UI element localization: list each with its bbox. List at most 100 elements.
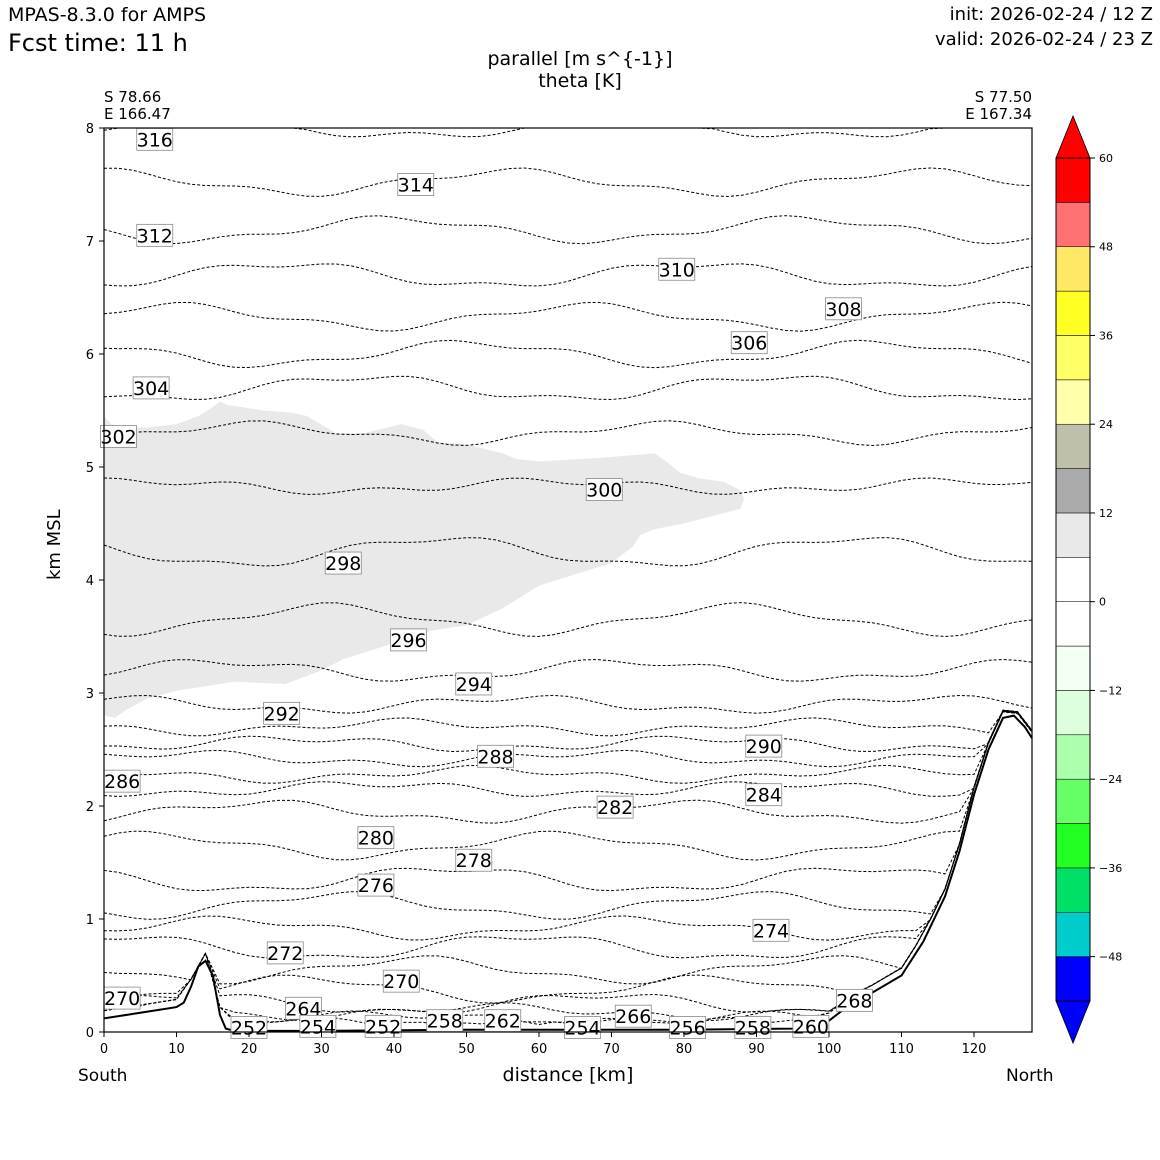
colorbar-tick-label: 48 (1099, 241, 1113, 254)
theta-label: 300 (586, 480, 622, 502)
theta-isentrope (103, 339, 1033, 369)
y-tick-label: 3 (86, 687, 94, 702)
colorbar-segment (1055, 512, 1091, 558)
theta-label: 278 (456, 850, 492, 872)
colorbar-segment (1055, 778, 1091, 824)
y-tick-label: 2 (86, 800, 94, 815)
forecast-time: Fcst time: 11 h (8, 29, 188, 57)
south-label: South (78, 1066, 128, 1086)
theta-label-box (658, 257, 696, 281)
theta-label-box (397, 173, 435, 196)
theta-label-box (745, 734, 783, 758)
x-axis-label: distance [km] (502, 1064, 634, 1086)
x-tick-label: 110 (889, 1042, 914, 1057)
colorbar-over-arrow (1055, 114, 1091, 159)
colorbar-segment (1055, 956, 1091, 1002)
theta-isentrope (103, 710, 1033, 797)
colorbar-segment (1055, 912, 1091, 957)
theta-label: 310 (659, 259, 695, 281)
colorbar-segment (1055, 734, 1091, 780)
x-tick-label: 90 (748, 1042, 765, 1057)
terrain-profile (103, 714, 1033, 1032)
right-endpoint-lon: E 167.34 (965, 105, 1032, 123)
theta-label-box (136, 223, 174, 247)
colorbar-tick-label: −48 (1099, 951, 1122, 964)
theta-label-box (263, 701, 301, 725)
y-tick-label: 6 (86, 348, 94, 363)
y-tick-label: 8 (86, 122, 94, 137)
theta-label: 262 (485, 1011, 521, 1033)
theta-label-box (835, 988, 873, 1012)
theta-label-box (324, 551, 362, 575)
wind-shading-layer (104, 401, 745, 718)
theta-label-box (752, 918, 790, 942)
colorbar-segment (1055, 423, 1091, 469)
theta-label: 308 (825, 299, 861, 321)
x-tick-label: 80 (676, 1042, 693, 1057)
colorbar-under-arrow (1055, 1000, 1091, 1045)
right-endpoint-lat: S 77.50 (974, 88, 1032, 106)
theta-label: 258 (735, 1017, 771, 1039)
theta-isentrope (103, 711, 1033, 768)
y-tick-label: 1 (86, 913, 94, 928)
theta-isentrope (103, 710, 1033, 824)
left-endpoint-lat: S 78.66 (104, 88, 162, 106)
theta-label: 304 (133, 378, 169, 400)
colorbar-tick-label: −24 (1099, 773, 1122, 786)
theta-isentrope (103, 263, 1033, 287)
colorbar-segment (1055, 557, 1091, 602)
theta-isentrope (103, 694, 1033, 714)
theta-label-box (614, 1004, 652, 1028)
theta-label: 260 (793, 1016, 829, 1038)
x-tick-label: 120 (962, 1042, 987, 1057)
x-tick-label: 10 (168, 1042, 185, 1057)
colorbar-tick-label: 12 (1099, 507, 1113, 520)
valid-time: valid: 2026-02-24 / 23 Z (935, 29, 1153, 50)
x-tick-label: 40 (386, 1042, 403, 1057)
theta-label: 284 (746, 785, 782, 807)
theta-label: 256 (669, 1017, 705, 1039)
theta-isentrope (103, 710, 1033, 784)
x-tick-label: 60 (531, 1042, 548, 1057)
theta-label: 288 (477, 746, 513, 768)
x-tick-label: 30 (313, 1042, 330, 1057)
colorbar-tick-label: 0 (1099, 596, 1106, 609)
theta-label: 306 (731, 333, 767, 355)
theta-isentrope (104, 711, 1033, 753)
colorbar-frame (1055, 157, 1091, 1002)
theta-label-box (745, 783, 783, 807)
theta-isentrope (103, 375, 1033, 401)
theta-isentrope (103, 710, 1033, 941)
axes-layer: 0 10 20 30 40 50 60 70 80 90 100 110 120 0 1 2 3 4 5 6 7 8 (86, 122, 1033, 1057)
theta-isentrope (103, 167, 1033, 198)
theta-isentrope (103, 127, 1032, 138)
theta-label: 254 (300, 1016, 336, 1038)
theta-isentrope (103, 710, 1033, 920)
theta-label: 314 (398, 175, 434, 197)
theta-label-layer: 316 314 312 310 308 306 304 302 300 298 296 294 292 2… (100, 127, 873, 1039)
theta-isentrope (103, 710, 1033, 985)
colorbar-segment (1055, 379, 1091, 425)
theta-label: 254 (564, 1017, 600, 1039)
theta-contour-layer (103, 127, 1033, 1027)
colorbar-segment (1055, 335, 1091, 381)
colorbar-tick-label: 24 (1099, 418, 1113, 431)
theta-isentrope (103, 710, 1033, 959)
theta-label-box (357, 826, 395, 850)
theta-label-box (730, 331, 768, 355)
theta-label: 270 (383, 971, 419, 993)
terrain-layer (103, 714, 1033, 1032)
theta-label-box (596, 795, 634, 819)
theta-isentrope (103, 711, 1033, 737)
y-tick-label: 5 (86, 461, 94, 476)
y-tick-label: 0 (86, 1026, 94, 1041)
theta-label: 258 (427, 1011, 463, 1033)
colorbar-segment (1055, 246, 1091, 292)
theta-label-box (825, 297, 862, 321)
theta-label-box (100, 425, 137, 448)
init-time: init: 2026-02-24 / 12 Z (949, 4, 1153, 25)
theta-isentrope (103, 709, 1033, 1004)
theta-label-box (132, 376, 170, 400)
theta-label-box (455, 672, 493, 696)
